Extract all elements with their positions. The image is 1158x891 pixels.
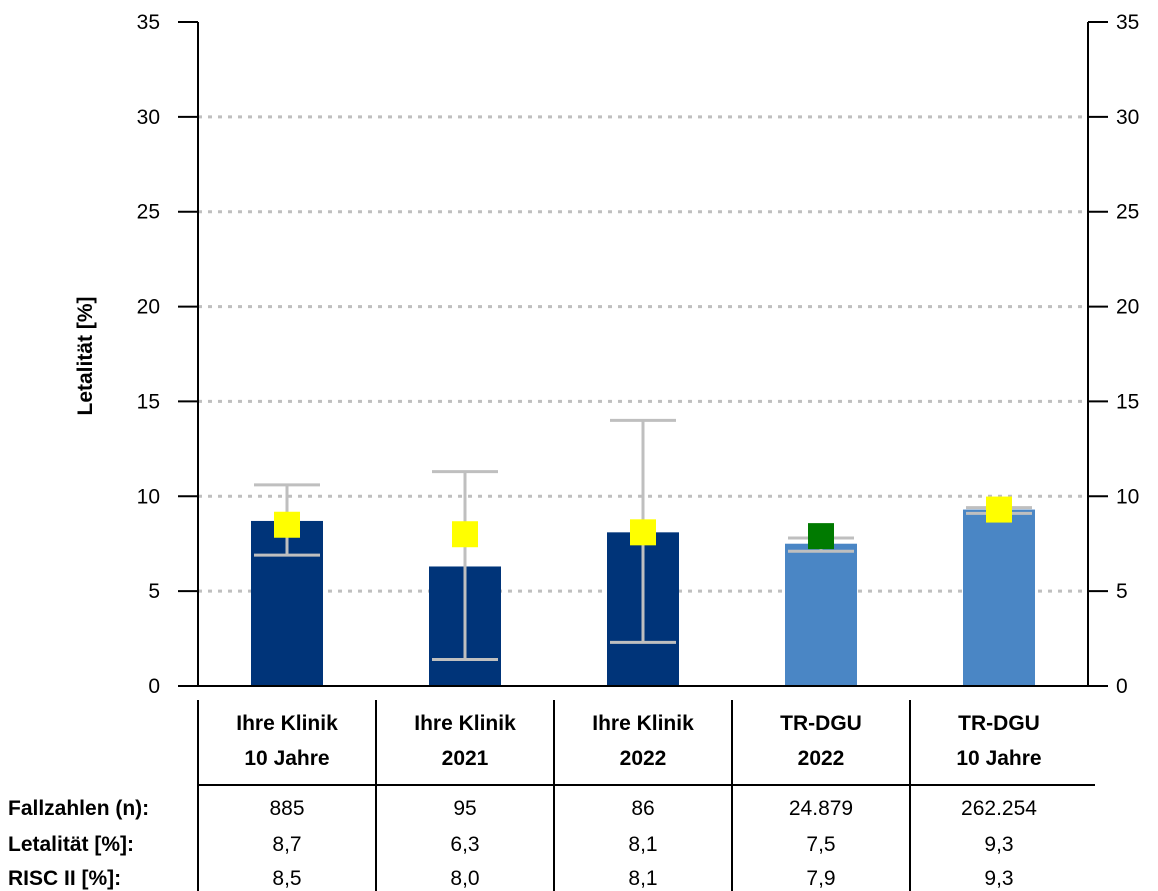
table-row-label: RISC II [%]: xyxy=(8,867,121,890)
y-ticks-right: 0 5 10 15 20 25 30 35 xyxy=(1088,11,1139,698)
table-cell: 8,1 xyxy=(628,867,657,890)
y-axis-label: Letalität [%] xyxy=(74,296,97,415)
bar-letalitaet xyxy=(963,509,1035,686)
table-cell: 24.879 xyxy=(789,797,853,820)
table-cell: 7,9 xyxy=(806,867,835,890)
gridlines xyxy=(198,115,1088,593)
table-cell: 9,3 xyxy=(984,867,1013,890)
risc-marker xyxy=(452,521,478,548)
table-cell: 262.254 xyxy=(961,797,1037,820)
category-label: TR-DGU xyxy=(958,712,1040,735)
table-cell: 8,0 xyxy=(450,867,479,890)
y-tick-label: 35 xyxy=(137,11,160,34)
table-row-label: Letalität [%]: xyxy=(8,833,134,856)
y-tick-label: 25 xyxy=(137,201,160,224)
table-cell: 95 xyxy=(453,797,476,820)
bars xyxy=(251,509,1035,686)
y-tick-label: 5 xyxy=(148,580,160,603)
table-cell: 86 xyxy=(631,797,654,820)
table-cell: 9,3 xyxy=(984,833,1013,856)
y-tick-label: 15 xyxy=(1116,390,1139,413)
category-label: TR-DGU xyxy=(780,712,862,735)
category-label: 2021 xyxy=(442,747,489,770)
category-label: Ihre Klinik xyxy=(414,712,516,735)
table-cell: 8,5 xyxy=(272,867,301,890)
table-cell: 8,1 xyxy=(628,833,657,856)
y-tick-label: 0 xyxy=(1116,675,1128,698)
bar-letalitaet xyxy=(785,543,857,686)
y-ticks-left: 0 5 10 15 20 25 30 35 xyxy=(137,11,198,698)
y-tick-label: 30 xyxy=(1116,106,1139,129)
y-tick-label: 35 xyxy=(1116,11,1139,34)
category-label: 10 Jahre xyxy=(956,747,1041,770)
y-tick-label: 25 xyxy=(1116,201,1139,224)
category-label: Ihre Klinik xyxy=(592,712,694,735)
category-label: Ihre Klinik xyxy=(236,712,338,735)
table-cell: 7,5 xyxy=(806,833,835,856)
y-tick-label: 30 xyxy=(137,106,160,129)
axes xyxy=(178,22,1108,687)
y-tick-label: 20 xyxy=(137,296,160,319)
data-table: Ihre Klinik 10 Jahre Ihre Klinik 2021 Ihre K… xyxy=(8,700,1095,891)
y-tick-label: 0 xyxy=(148,675,160,698)
table-row-label: Fallzahlen (n): xyxy=(8,797,149,820)
risc-marker xyxy=(986,496,1012,523)
y-tick-label: 20 xyxy=(1116,296,1139,319)
table-cell: 6,3 xyxy=(450,833,479,856)
category-label: 2022 xyxy=(620,747,667,770)
risc-marker xyxy=(808,523,834,550)
y-tick-label: 15 xyxy=(137,390,160,413)
table-cell: 885 xyxy=(269,797,304,820)
risc-marker xyxy=(630,519,656,546)
y-tick-label: 5 xyxy=(1116,580,1128,603)
table-cell: 8,7 xyxy=(272,833,301,856)
y-tick-label: 10 xyxy=(1116,485,1139,508)
category-label: 2022 xyxy=(798,747,845,770)
risc-marker xyxy=(274,511,300,538)
y-tick-label: 10 xyxy=(137,485,160,508)
category-label: 10 Jahre xyxy=(244,747,329,770)
risc-markers xyxy=(274,496,1012,550)
